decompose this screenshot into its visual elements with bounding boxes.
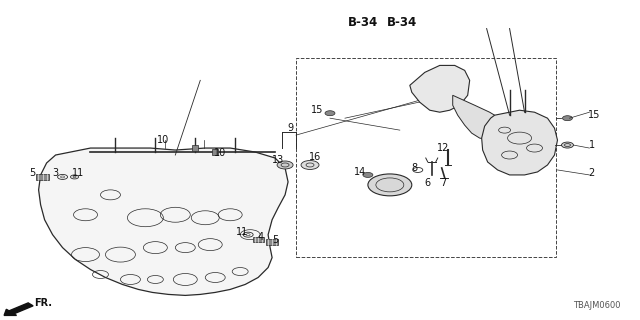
Circle shape [563,116,572,121]
Text: 8: 8 [412,163,418,173]
Bar [36,174,49,180]
Bar [296,58,556,257]
Text: 12: 12 [436,143,449,153]
Circle shape [368,174,412,196]
Polygon shape [482,110,557,175]
Polygon shape [452,95,504,140]
Text: 1: 1 [589,140,595,150]
Text: B-34: B-34 [348,17,378,29]
Circle shape [301,161,319,170]
FancyArrow shape [4,303,33,316]
Text: 6: 6 [425,178,431,188]
Text: 7: 7 [440,178,447,188]
Polygon shape [410,65,470,112]
Bar [266,238,278,245]
Text: 3: 3 [52,168,59,178]
Polygon shape [38,148,288,295]
Text: 5: 5 [272,235,278,245]
Text: 13: 13 [272,155,284,165]
Text: B-34: B-34 [387,17,417,29]
Text: 10: 10 [214,148,227,158]
Bar [253,237,264,242]
Text: FR.: FR. [34,299,52,308]
Text: 2: 2 [588,168,595,178]
Text: 4: 4 [257,232,263,242]
Text: 5: 5 [29,168,36,178]
Text: TBAJM0600: TBAJM0600 [573,301,620,310]
Circle shape [277,161,293,169]
Circle shape [561,142,573,148]
Text: 16: 16 [309,152,321,162]
Text: 15: 15 [311,105,323,115]
Bar [192,145,198,151]
Bar [212,149,218,155]
Text: 9: 9 [287,123,293,133]
Circle shape [363,172,373,177]
Text: 14: 14 [354,167,366,177]
Circle shape [325,111,335,116]
Text: 11: 11 [72,168,84,178]
Text: 15: 15 [588,110,600,120]
Text: 10: 10 [157,135,170,145]
Text: 11: 11 [236,227,248,237]
